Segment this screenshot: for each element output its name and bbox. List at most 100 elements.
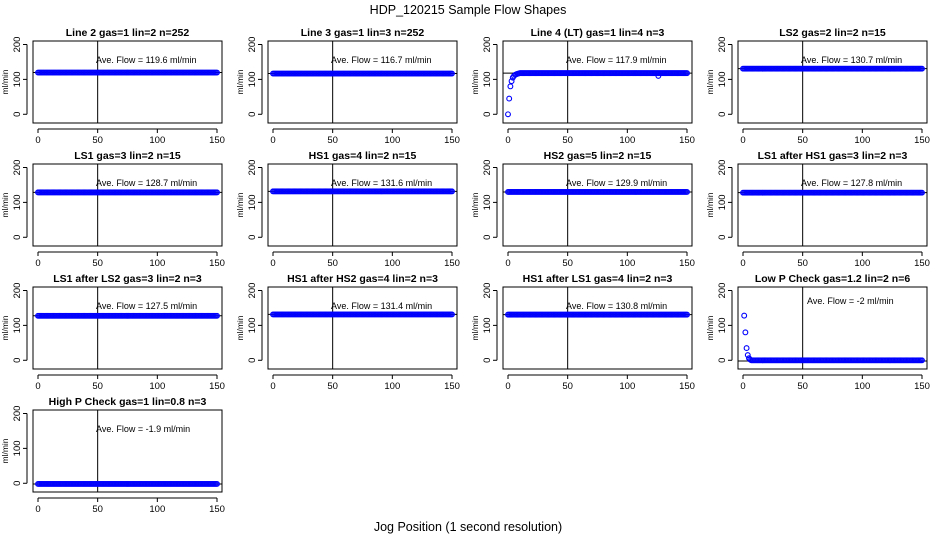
data-point [919, 65, 925, 72]
y-tick-label: 200 [717, 160, 728, 176]
x-tick-label: 0 [35, 504, 40, 515]
plot-frame [737, 286, 928, 370]
x-tick-label: 100 [854, 258, 870, 269]
data-point [507, 83, 514, 90]
x-tick-label: 50 [562, 381, 573, 392]
y-tick-label: 100 [717, 71, 728, 87]
average-flow-annotation: Ave. Flow = -1.9 ml/min [96, 424, 190, 434]
y-tick-label: 0 [12, 235, 23, 240]
chart-panel: LS2 gas=2 lin=2 n=15 0 50 100 150 0 100 200 ml/m… [705, 27, 930, 146]
y-tick-label: 0 [12, 481, 23, 486]
y-tick-label: 0 [482, 358, 493, 363]
x-tick-label: 100 [149, 504, 165, 515]
x-tick-label: 100 [384, 135, 400, 146]
y-axis-label: ml/min [470, 192, 480, 217]
y-tick-label: 200 [12, 160, 23, 176]
y-axis-label: ml/min [705, 192, 715, 217]
panel-title: LS2 gas=2 lin=2 n=15 [779, 27, 886, 39]
x-tick-label: 150 [444, 258, 460, 269]
y-axis-label: ml/min [0, 315, 10, 340]
y-tick-label: 100 [12, 71, 23, 87]
chart-panel: Line 3 gas=1 lin=3 n=252 0 50 100 150 0 100 200… [235, 27, 460, 146]
y-tick-label: 0 [12, 112, 23, 117]
y-tick-label: 100 [12, 440, 23, 456]
data-point [214, 69, 220, 76]
y-tick-label: 0 [12, 358, 23, 363]
x-tick-label: 50 [797, 135, 808, 146]
panel-title: Low P Check gas=1.2 lin=2 n=6 [755, 273, 910, 285]
data-point [741, 312, 748, 319]
plot-frame [502, 286, 693, 370]
x-tick-label: 0 [35, 258, 40, 269]
plot-frame [32, 409, 223, 493]
panel-title: LS1 after LS2 gas=3 lin=2 n=3 [53, 273, 202, 285]
average-flow-annotation: Ave. Flow = 131.4 ml/min [331, 301, 432, 311]
panel-title: Line 2 gas=1 lin=2 n=252 [66, 27, 190, 39]
chart-panel: Low P Check gas=1.2 lin=2 n=6 0 50 100 150 0 1… [705, 273, 930, 392]
x-tick-label: 150 [914, 258, 930, 269]
figure-title: HDP_120215 Sample Flow Shapes [370, 3, 567, 17]
plot-frame [502, 163, 693, 247]
x-tick-label: 150 [914, 135, 930, 146]
data-point [684, 70, 690, 77]
average-flow-annotation: Ave. Flow = 130.8 ml/min [566, 301, 667, 311]
x-tick-label: 100 [149, 135, 165, 146]
panel-title: HS1 gas=4 lin=2 n=15 [309, 150, 417, 162]
average-flow-annotation: Ave. Flow = 130.7 ml/min [801, 55, 902, 65]
data-point [214, 189, 220, 196]
y-tick-label: 100 [482, 71, 493, 87]
panel-title: HS1 after HS2 gas=4 lin=2 n=3 [287, 273, 438, 285]
average-flow-annotation: Ave. Flow = -2 ml/min [807, 296, 894, 306]
x-tick-label: 50 [797, 258, 808, 269]
x-tick-label: 0 [35, 135, 40, 146]
x-tick-label: 50 [327, 258, 338, 269]
y-axis-label: ml/min [235, 69, 245, 94]
x-tick-label: 0 [505, 135, 510, 146]
plot-frame [267, 40, 458, 124]
data-point [744, 352, 751, 358]
x-tick-label: 100 [619, 135, 635, 146]
y-tick-label: 0 [247, 235, 258, 240]
average-flow-annotation: Ave. Flow = 131.6 ml/min [331, 178, 432, 188]
y-tick-label: 200 [482, 283, 493, 299]
y-tick-label: 100 [717, 194, 728, 210]
x-tick-label: 100 [619, 381, 635, 392]
plot-frame [267, 163, 458, 247]
x-tick-label: 100 [619, 258, 635, 269]
x-tick-label: 0 [270, 381, 275, 392]
data-point [743, 345, 750, 352]
panel-title: Line 4 (LT) gas=1 lin=4 n=3 [531, 27, 665, 39]
x-tick-label: 50 [562, 135, 573, 146]
y-tick-label: 0 [247, 358, 258, 363]
chart-panel: High P Check gas=1 lin=0.8 n=3 0 50 100 150 0… [0, 396, 225, 515]
x-tick-label: 150 [209, 258, 225, 269]
y-axis-label: ml/min [470, 315, 480, 340]
plot-frame [267, 286, 458, 370]
y-axis-label: ml/min [705, 69, 715, 94]
data-point [505, 111, 511, 118]
y-tick-label: 200 [717, 283, 728, 299]
data-point [684, 188, 690, 195]
panel-title: LS1 gas=3 lin=2 n=15 [74, 150, 181, 162]
x-tick-label: 150 [679, 381, 695, 392]
plot-frame [32, 286, 223, 370]
average-flow-annotation: Ave. Flow = 119.6 ml/min [96, 55, 196, 65]
x-tick-label: 50 [92, 381, 103, 392]
y-axis-label: ml/min [470, 69, 480, 94]
x-tick-label: 0 [740, 381, 745, 392]
y-tick-label: 200 [247, 283, 258, 299]
y-tick-label: 100 [12, 317, 23, 333]
x-tick-label: 50 [92, 504, 103, 515]
y-tick-label: 100 [247, 317, 258, 333]
y-tick-label: 200 [12, 37, 23, 53]
y-tick-label: 0 [482, 235, 493, 240]
chart-panel: Line 2 gas=1 lin=2 n=252 0 50 100 150 0 100 200… [0, 27, 225, 146]
chart-panel: Line 4 (LT) gas=1 lin=4 n=3 0 50 100 150 0 100… [470, 27, 695, 146]
y-tick-label: 0 [717, 112, 728, 117]
x-tick-label: 50 [92, 258, 103, 269]
chart-panel: LS1 after LS2 gas=3 lin=2 n=3 0 50 100 150 0 1… [0, 273, 225, 392]
plot-frame [737, 40, 928, 124]
y-tick-label: 200 [717, 37, 728, 53]
plot-frame [32, 40, 223, 124]
data-point [449, 70, 455, 77]
